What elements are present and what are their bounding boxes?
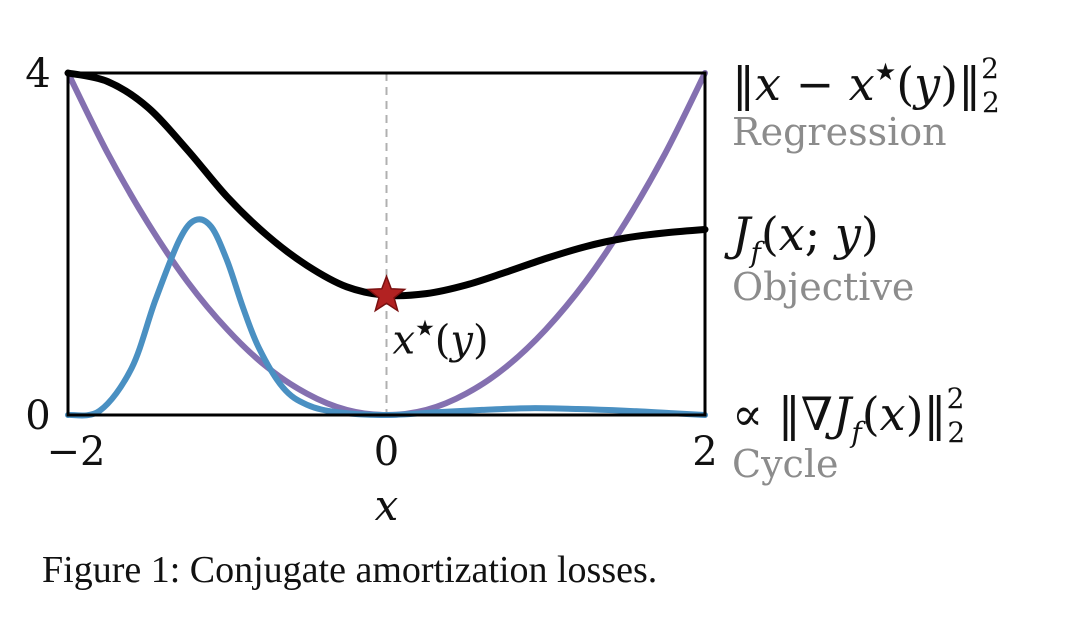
x-axis-label: x: [375, 481, 399, 530]
figure-caption: Figure 1: Conjugate amortization losses.: [42, 549, 658, 591]
x-tick-label: 0: [374, 429, 399, 475]
x-tick-label: −2: [47, 429, 106, 475]
legend-objective-math: Jf(x; y): [724, 207, 879, 269]
y-tick-label: 0: [25, 393, 50, 439]
optimum-star-marker: [366, 274, 407, 313]
y-tick-label: 4: [25, 51, 50, 97]
legend-objective-name: Objective: [732, 265, 914, 309]
cycle-series-line: [65, 216, 708, 419]
legend-regression-math: ‖x − x★(y)‖2 2: [732, 52, 1000, 119]
legend-regression-name: Regression: [732, 110, 947, 154]
optimum-label: x★(y): [393, 316, 489, 363]
legend-cycle-math: ∝ ‖∇Jf(x)‖2 2: [732, 382, 965, 449]
plot-frame: [66, 71, 707, 417]
x-tick-label: 2: [692, 429, 717, 475]
legend-cycle-name: Cycle: [732, 442, 838, 486]
